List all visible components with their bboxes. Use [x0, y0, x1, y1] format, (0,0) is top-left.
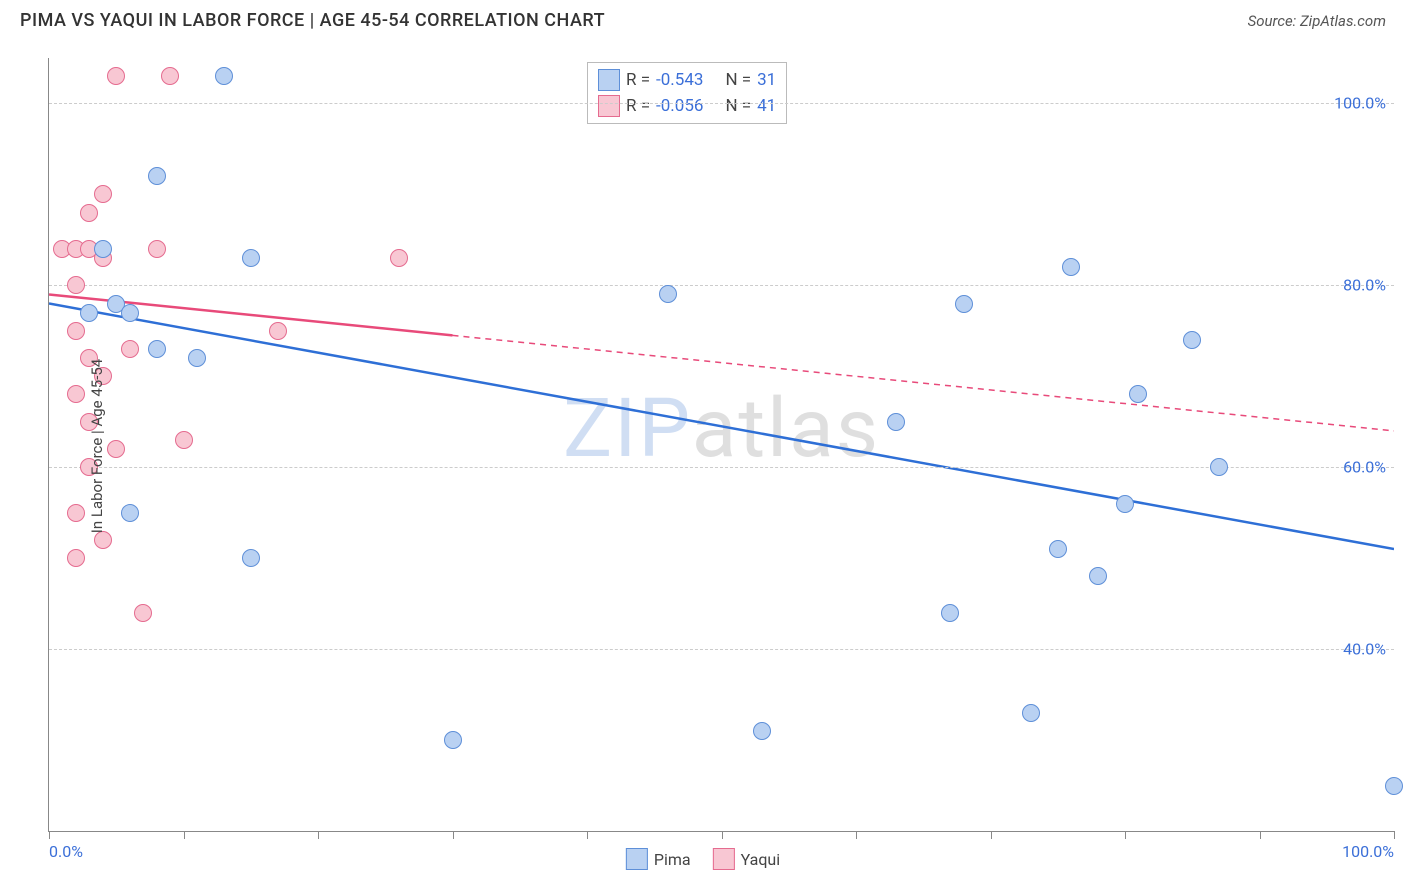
n-label: N = [725, 96, 751, 116]
yaqui-legend-label: Yaqui [741, 850, 781, 869]
pima-point [1049, 540, 1067, 558]
r-label: R = [626, 70, 650, 90]
yaqui-point [134, 604, 152, 622]
yaqui-point [161, 67, 179, 85]
pima-point [941, 604, 959, 622]
n-value: 31 [757, 70, 776, 90]
pima-point [242, 549, 260, 567]
r-label: R = [626, 96, 650, 116]
x-tick [1125, 831, 1126, 839]
pima-point [242, 249, 260, 267]
pima-point [188, 349, 206, 367]
series-legend: Pima Yaqui [626, 848, 780, 870]
yaqui-point [121, 340, 139, 358]
yaqui-point [94, 185, 112, 203]
chart-plot-area: ZIPatlas R = -0.543 N = 31 R = -0.056 N = 4… [48, 58, 1394, 832]
gridline-h [49, 649, 1394, 650]
pima-point [1385, 777, 1403, 795]
x-tick [1394, 831, 1395, 839]
n-value: 41 [757, 96, 776, 116]
y-tick-label: 100.0% [1334, 94, 1386, 113]
stats-row-yaqui: R = -0.056 N = 41 [598, 93, 776, 119]
yaqui-regression-line-dashed [453, 335, 1395, 430]
y-axis-label: In Labor Force | Age 45-54 [88, 359, 106, 533]
legend-item-yaqui: Yaqui [713, 848, 781, 870]
pima-point [1089, 567, 1107, 585]
stats-row-pima: R = -0.543 N = 31 [598, 67, 776, 93]
pima-point [887, 413, 905, 431]
x-tick-label: 0.0% [49, 842, 83, 861]
pima-point [1022, 704, 1040, 722]
watermark: ZIPatlas [563, 381, 880, 477]
yaqui-point [148, 240, 166, 258]
yaqui-point [269, 322, 287, 340]
watermark-atlas: atlas [692, 381, 880, 477]
x-tick [587, 831, 588, 839]
yaqui-point [175, 431, 193, 449]
gridline-h [49, 467, 1394, 468]
x-tick [318, 831, 319, 839]
x-tick [991, 831, 992, 839]
yaqui-legend-swatch [713, 848, 735, 870]
pima-point [753, 722, 771, 740]
r-value: -0.543 [656, 70, 703, 90]
gridline-h [49, 285, 1394, 286]
regression-lines-layer [49, 58, 1394, 831]
y-tick-label: 60.0% [1343, 458, 1386, 477]
x-tick [1260, 831, 1261, 839]
yaqui-point [67, 385, 85, 403]
pima-point [121, 304, 139, 322]
yaqui-point [67, 322, 85, 340]
source-label: Source: ZipAtlas.com [1248, 12, 1386, 30]
n-label: N = [725, 70, 751, 90]
y-tick-label: 80.0% [1343, 276, 1386, 295]
x-tick-label: 100.0% [1342, 842, 1394, 861]
pima-legend-swatch [626, 848, 648, 870]
x-tick [49, 831, 50, 839]
chart-title: PIMA VS YAQUI IN LABOR FORCE | AGE 45-54… [20, 10, 605, 31]
pima-point [444, 731, 462, 749]
x-tick [856, 831, 857, 839]
pima-legend-label: Pima [654, 850, 691, 869]
pima-point [80, 304, 98, 322]
pima-point [955, 295, 973, 313]
x-tick [722, 831, 723, 839]
r-value: -0.056 [656, 96, 703, 116]
yaqui-point [94, 531, 112, 549]
pima-point [94, 240, 112, 258]
stats-legend-box: R = -0.543 N = 31 R = -0.056 N = 41 [587, 62, 787, 124]
yaqui-point [80, 204, 98, 222]
yaqui-swatch [598, 95, 620, 117]
pima-point [121, 504, 139, 522]
pima-point [1210, 458, 1228, 476]
pima-point [1129, 385, 1147, 403]
yaqui-point [107, 440, 125, 458]
pima-point [1062, 258, 1080, 276]
watermark-zip: ZIP [563, 381, 692, 477]
yaqui-point [67, 504, 85, 522]
legend-item-pima: Pima [626, 848, 691, 870]
gridline-h [49, 103, 1394, 104]
yaqui-point [107, 67, 125, 85]
pima-point [215, 67, 233, 85]
yaqui-point [67, 276, 85, 294]
pima-point [1116, 495, 1134, 513]
pima-point [1183, 331, 1201, 349]
yaqui-point [390, 249, 408, 267]
pima-point [148, 167, 166, 185]
pima-point [148, 340, 166, 358]
pima-point [659, 285, 677, 303]
yaqui-point [67, 549, 85, 567]
x-tick [453, 831, 454, 839]
pima-swatch [598, 69, 620, 91]
y-tick-label: 40.0% [1343, 640, 1386, 659]
x-tick [184, 831, 185, 839]
